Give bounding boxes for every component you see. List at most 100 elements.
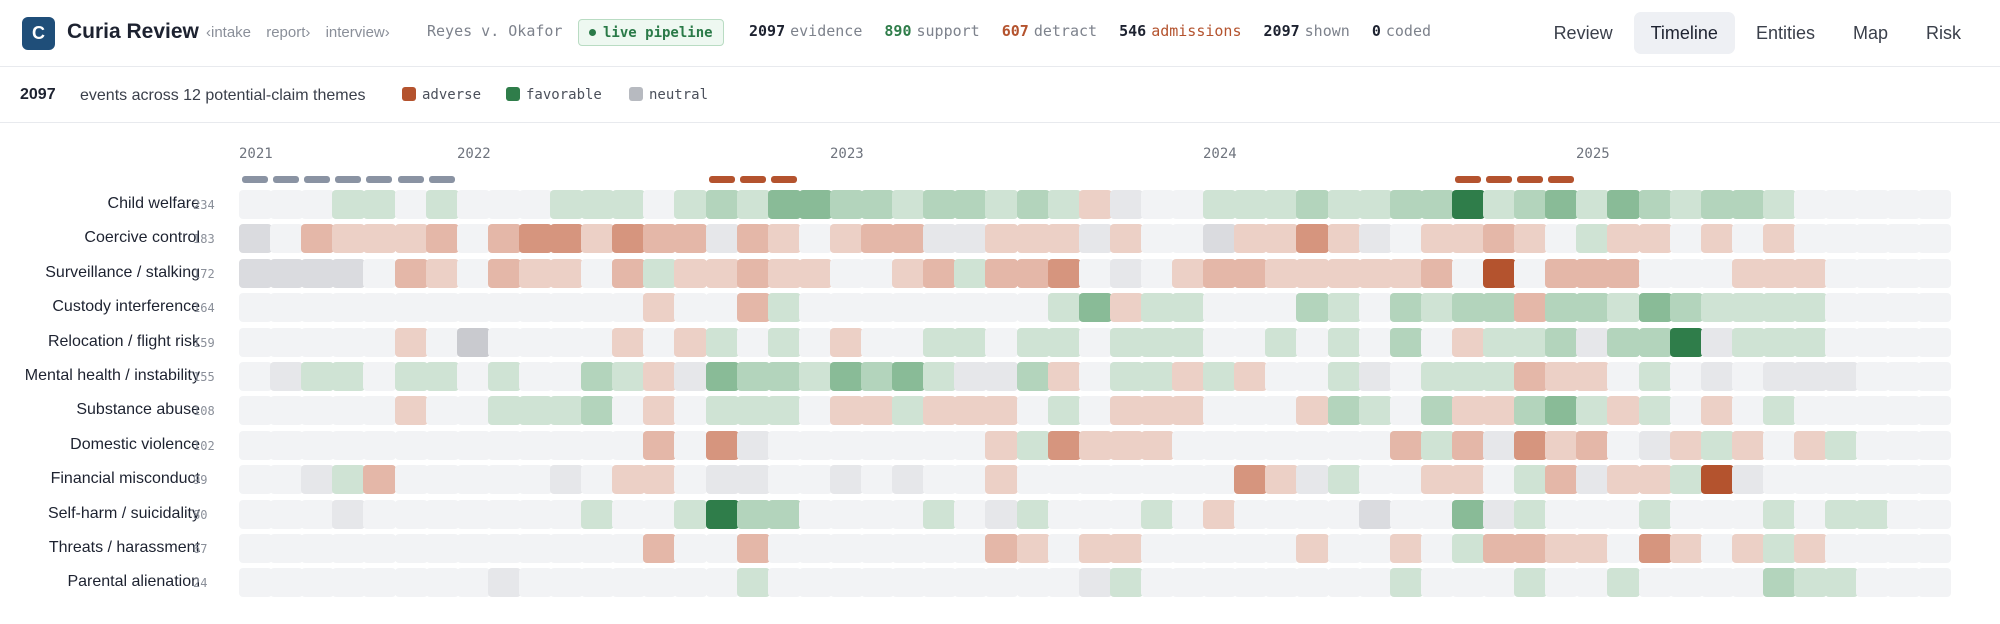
heatmap-cell[interactable] <box>1483 534 1516 563</box>
heatmap-cell[interactable] <box>1639 293 1672 323</box>
heatmap-cell[interactable] <box>923 327 956 357</box>
heatmap-cell[interactable] <box>1639 534 1672 563</box>
heatmap-cell[interactable] <box>1701 224 1734 254</box>
heatmap-cell[interactable] <box>1794 362 1827 391</box>
heatmap-cell[interactable] <box>457 224 490 254</box>
heatmap-cell[interactable] <box>1110 362 1143 391</box>
heatmap-cell[interactable] <box>301 190 334 219</box>
heatmap-cell[interactable] <box>239 224 272 254</box>
heatmap-cell[interactable] <box>363 568 396 598</box>
heatmap-cell[interactable] <box>270 293 303 323</box>
heatmap-cell[interactable] <box>1576 568 1609 598</box>
heatmap-cell[interactable] <box>674 327 707 357</box>
heatmap-cell[interactable] <box>1918 293 1951 323</box>
heatmap-cell[interactable] <box>923 190 956 219</box>
heatmap-cell[interactable] <box>426 293 459 323</box>
heatmap-cell[interactable] <box>1234 258 1267 288</box>
heatmap-cell[interactable] <box>1639 224 1672 254</box>
heatmap-cell[interactable] <box>954 362 987 391</box>
heatmap-cell[interactable] <box>1359 224 1392 254</box>
heatmap-cell[interactable] <box>861 430 894 460</box>
heatmap-cell[interactable] <box>488 396 521 426</box>
heatmap-cell[interactable] <box>737 430 770 460</box>
heatmap-cell[interactable] <box>1328 293 1361 323</box>
heatmap-cell[interactable] <box>1545 224 1578 254</box>
heatmap-cell[interactable] <box>1701 568 1734 598</box>
heatmap-cell[interactable] <box>1328 258 1361 288</box>
heatmap-cell[interactable] <box>488 499 521 529</box>
heatmap-cell[interactable] <box>1079 430 1112 460</box>
heatmap-cell[interactable] <box>1670 430 1703 460</box>
heatmap-cell[interactable] <box>830 534 863 563</box>
heatmap-cell[interactable] <box>706 258 739 288</box>
heatmap-cell[interactable] <box>1514 534 1547 563</box>
heatmap-cell[interactable] <box>1794 396 1827 426</box>
heatmap-cell[interactable] <box>1296 396 1329 426</box>
heatmap-cell[interactable] <box>1452 224 1485 254</box>
heatmap-cell[interactable] <box>519 293 552 323</box>
heatmap-cell[interactable] <box>301 327 334 357</box>
heatmap-cell[interactable] <box>737 568 770 598</box>
heatmap-cell[interactable] <box>1390 327 1423 357</box>
heatmap-cell[interactable] <box>861 534 894 563</box>
heatmap-cell[interactable] <box>1048 465 1081 495</box>
heatmap-cell[interactable] <box>1203 224 1236 254</box>
heatmap-cell[interactable] <box>1079 224 1112 254</box>
heatmap-cell[interactable] <box>1203 499 1236 529</box>
heatmap-cell[interactable] <box>395 568 428 598</box>
heatmap-cell[interactable] <box>674 293 707 323</box>
heatmap-cell[interactable] <box>550 224 583 254</box>
heatmap-cell[interactable] <box>1545 327 1578 357</box>
heatmap-cell[interactable] <box>799 534 832 563</box>
heatmap-cell[interactable] <box>1856 568 1889 598</box>
theme-label[interactable]: Coercive control <box>84 229 200 247</box>
heatmap-cell[interactable] <box>892 190 925 219</box>
heatmap-cell[interactable] <box>954 258 987 288</box>
heatmap-cell[interactable] <box>550 362 583 391</box>
heatmap-cell[interactable] <box>270 534 303 563</box>
heatmap-cell[interactable] <box>674 465 707 495</box>
tab-timeline[interactable]: Timeline <box>1633 12 1735 54</box>
heatmap-cell[interactable] <box>674 190 707 219</box>
heatmap-cell[interactable] <box>1452 362 1485 391</box>
heatmap-cell[interactable] <box>1825 499 1858 529</box>
heatmap-cell[interactable] <box>985 499 1018 529</box>
heatmap-cell[interactable] <box>332 396 365 426</box>
heatmap-cell[interactable] <box>332 190 365 219</box>
heatmap-cell[interactable] <box>674 258 707 288</box>
heatmap-cell[interactable] <box>1514 396 1547 426</box>
heatmap-cell[interactable] <box>612 499 645 529</box>
heatmap-cell[interactable] <box>1732 568 1765 598</box>
heatmap-cell[interactable] <box>612 568 645 598</box>
heatmap-cell[interactable] <box>768 293 801 323</box>
heatmap-cell[interactable] <box>1452 499 1485 529</box>
heatmap-cell[interactable] <box>1265 258 1298 288</box>
heatmap-cell[interactable] <box>1794 293 1827 323</box>
theme-label[interactable]: Domestic violence <box>70 435 200 453</box>
heatmap-cell[interactable] <box>1390 258 1423 288</box>
heatmap-cell[interactable] <box>1483 258 1516 288</box>
heatmap-cell[interactable] <box>581 430 614 460</box>
heatmap-cell[interactable] <box>1701 396 1734 426</box>
heatmap-cell[interactable] <box>706 362 739 391</box>
heatmap-cell[interactable] <box>1172 190 1205 219</box>
heatmap-cell[interactable] <box>1328 224 1361 254</box>
heatmap-cell[interactable] <box>768 258 801 288</box>
heatmap-cell[interactable] <box>1359 327 1392 357</box>
heatmap-cell[interactable] <box>1328 499 1361 529</box>
heatmap-cell[interactable] <box>737 465 770 495</box>
heatmap-cell[interactable] <box>1017 568 1050 598</box>
heatmap-cell[interactable] <box>1918 499 1951 529</box>
heatmap-cell[interactable] <box>1732 224 1765 254</box>
heatmap-cell[interactable] <box>1265 534 1298 563</box>
heatmap-cell[interactable] <box>1639 396 1672 426</box>
heatmap-cell[interactable] <box>1607 224 1640 254</box>
heatmap-cell[interactable] <box>363 327 396 357</box>
heatmap-cell[interactable] <box>1234 568 1267 598</box>
heatmap-cell[interactable] <box>1670 499 1703 529</box>
heatmap-cell[interactable] <box>1514 258 1547 288</box>
heatmap-cell[interactable] <box>1390 534 1423 563</box>
heatmap-cell[interactable] <box>363 190 396 219</box>
heatmap-cell[interactable] <box>1732 190 1765 219</box>
heatmap-cell[interactable] <box>1918 224 1951 254</box>
